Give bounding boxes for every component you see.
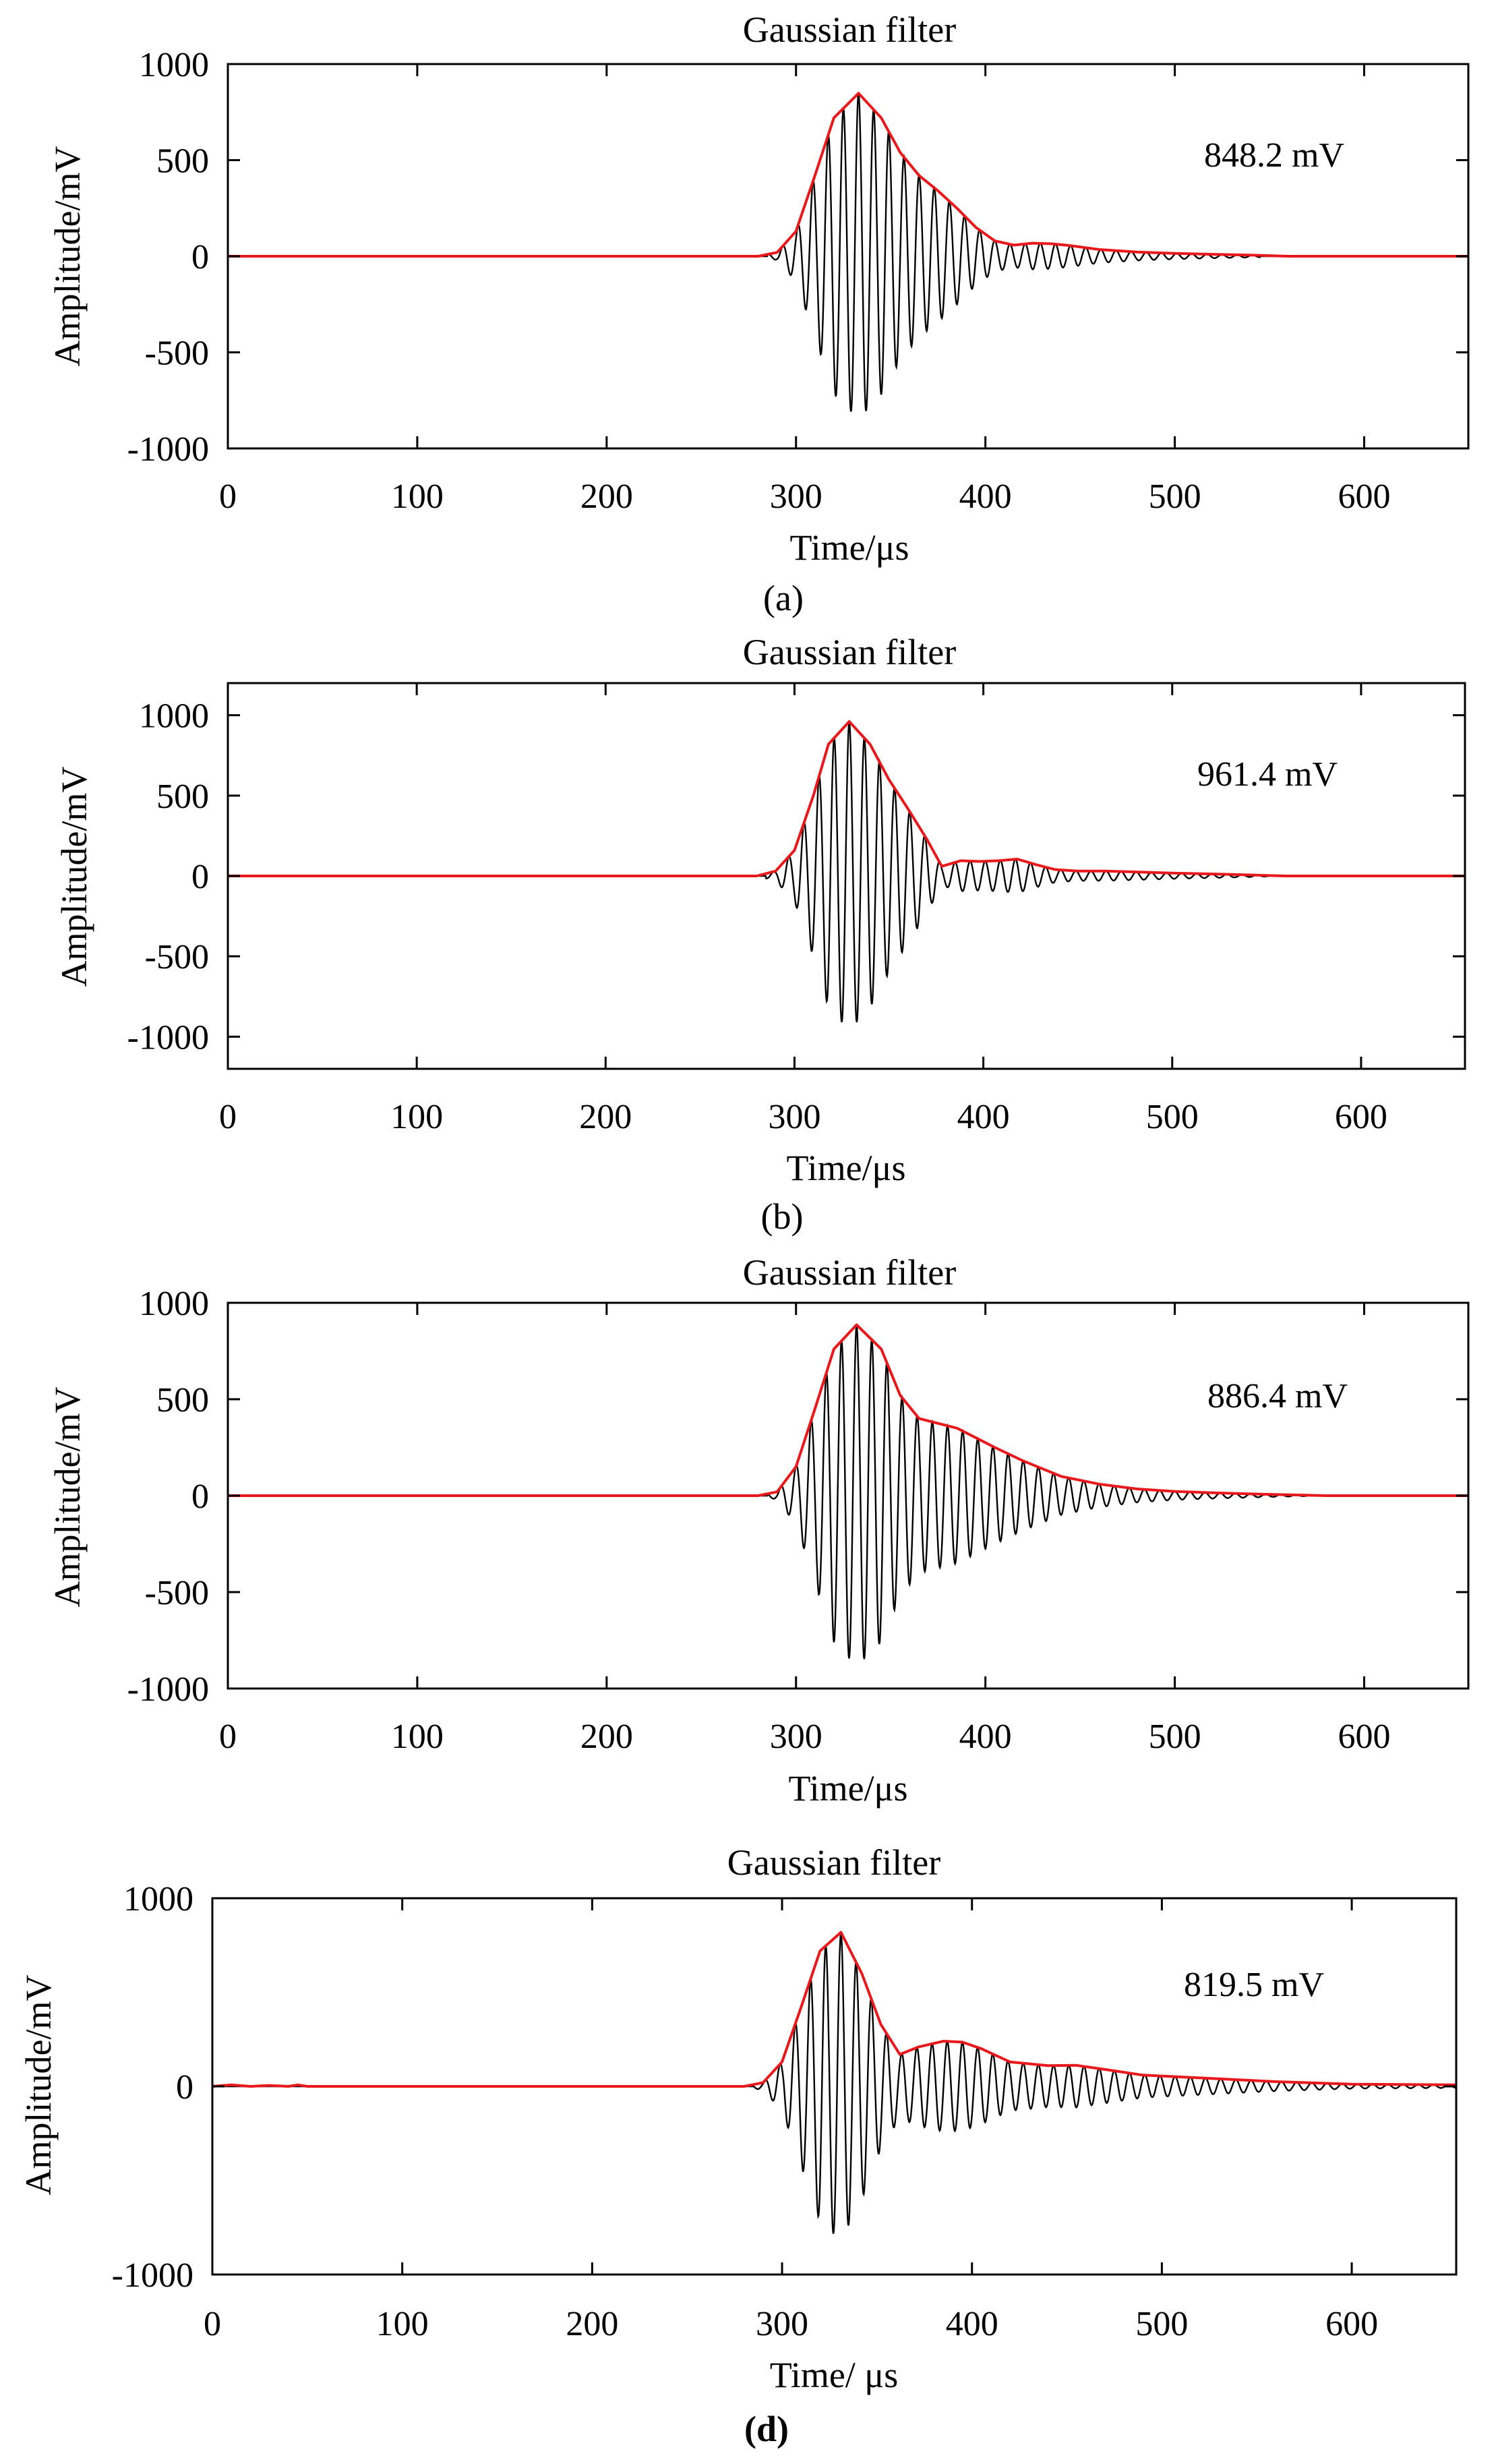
envelope-line: [212, 1931, 1457, 2088]
envelope-line: [228, 720, 1465, 877]
x-tick-label: 200: [580, 477, 633, 516]
x-tick-label: 600: [1325, 2305, 1378, 2343]
y-tick-label: 500: [156, 142, 209, 181]
y-tick-label: 0: [176, 2068, 193, 2107]
panel-b: Gaussian filter 0 100 200 300 400 500 600 1000 5…: [54, 632, 1466, 1237]
y-tick-label: 1000: [123, 1880, 193, 1918]
envelope-line: [228, 92, 1468, 258]
x-tick-label: 600: [1338, 477, 1390, 516]
panel-d: Gaussian filter 0 100 200 300 400 500 60010000…: [18, 1842, 1458, 2449]
y-axis-label: Amplitude/mV: [47, 146, 88, 367]
y-tick-label: -1000: [112, 2256, 193, 2295]
x-tick-label: 600: [1338, 1718, 1390, 1756]
x-tick-label: 300: [756, 2305, 808, 2343]
y-tick-label: 0: [191, 238, 209, 276]
y-tick-label: 500: [156, 778, 209, 816]
peak-annotation: 848.2 mV: [1204, 136, 1344, 175]
plot-area: [212, 1931, 1457, 2234]
panel-c: Gaussian filter 0 100 200 300 400 500 600 1000 5…: [47, 1252, 1470, 1809]
x-tick-label: 500: [1149, 477, 1201, 516]
axis-ticks: 0 100 200 300 400 500 600 1000 500 0 -500 -1000: [127, 1285, 1468, 1756]
y-tick-label: -1000: [127, 1670, 209, 1709]
x-tick-label: 0: [204, 2305, 221, 2343]
y-tick-label: 0: [191, 858, 209, 896]
y-tick-label: 1000: [139, 46, 209, 84]
y-tick-label: -500: [145, 938, 209, 976]
y-tick-label: -1000: [127, 430, 209, 469]
x-tick-label: 300: [770, 1718, 822, 1756]
x-tick-label: 0: [219, 1718, 237, 1756]
panel-a: Gaussian filter 0 100 200 300 400 500 600 1000 5…: [47, 9, 1470, 618]
axis-ticks: 0 100 200 300 400 500 600 1000 0 -1000: [112, 1880, 1456, 2343]
y-tick-label: 500: [156, 1381, 209, 1419]
x-tick-label: 400: [946, 2305, 998, 2343]
y-axis-label: Amplitude/mV: [18, 1975, 59, 2196]
plot-area: [228, 1323, 1468, 1660]
panel-label: (b): [761, 1196, 804, 1237]
x-tick-label: 100: [391, 477, 444, 516]
y-tick-label: 1000: [139, 697, 209, 736]
panel-label: (a): [763, 578, 804, 618]
chart-title: Gaussian filter: [743, 1252, 956, 1293]
y-tick-label: 1000: [139, 1285, 209, 1323]
x-tick-label: 100: [391, 1718, 444, 1756]
peak-annotation: 819.5 mV: [1184, 1966, 1324, 2004]
x-tick-label: 100: [390, 1098, 443, 1136]
signal-line: [228, 1324, 1468, 1660]
x-axis-label: Time/μs: [789, 527, 909, 568]
axis-ticks: 0 100 200 300 400 500 600 1000 500 0 -500 -1000: [127, 46, 1468, 516]
x-tick-label: 300: [768, 1098, 820, 1136]
x-tick-label: 600: [1335, 1098, 1387, 1136]
y-axis-label: Amplitude/mV: [54, 767, 94, 987]
x-tick-label: 400: [959, 477, 1012, 516]
x-tick-label: 500: [1149, 1718, 1201, 1756]
chart-title: Gaussian filter: [727, 1842, 940, 1883]
y-tick-label: -500: [145, 334, 209, 373]
x-axis-label: Time/μs: [786, 1148, 905, 1188]
x-axis-label: Time/ μs: [770, 2355, 899, 2395]
x-tick-label: 200: [566, 2305, 618, 2343]
x-tick-label: 0: [219, 477, 237, 516]
peak-annotation: 886.4 mV: [1207, 1377, 1348, 1415]
panel-label: (d): [744, 2409, 789, 2449]
plot-area: [228, 720, 1465, 1023]
x-tick-label: 500: [1146, 1098, 1199, 1136]
x-axis-label: Time/μs: [788, 1768, 907, 1809]
plot-area: [228, 92, 1468, 412]
x-tick-label: 100: [376, 2305, 429, 2343]
peak-annotation: 961.4 mV: [1197, 755, 1338, 794]
x-tick-label: 300: [770, 477, 822, 516]
x-tick-label: 200: [579, 1098, 632, 1136]
x-tick-label: 0: [219, 1098, 237, 1136]
chart-title: Gaussian filter: [743, 9, 956, 50]
x-tick-label: 400: [957, 1098, 1010, 1136]
chart-title: Gaussian filter: [743, 632, 956, 672]
y-tick-label: -500: [145, 1574, 209, 1612]
x-tick-label: 500: [1135, 2305, 1188, 2343]
axis-ticks: 0 100 200 300 400 500 600 1000 500 0 -500 -1000: [127, 683, 1465, 1136]
y-axis-label: Amplitude/mV: [47, 1387, 88, 1608]
x-tick-label: 400: [959, 1718, 1012, 1756]
y-tick-label: -1000: [127, 1018, 209, 1057]
y-tick-label: 0: [191, 1477, 209, 1516]
x-tick-label: 200: [580, 1718, 633, 1756]
envelope-line: [228, 1323, 1468, 1497]
